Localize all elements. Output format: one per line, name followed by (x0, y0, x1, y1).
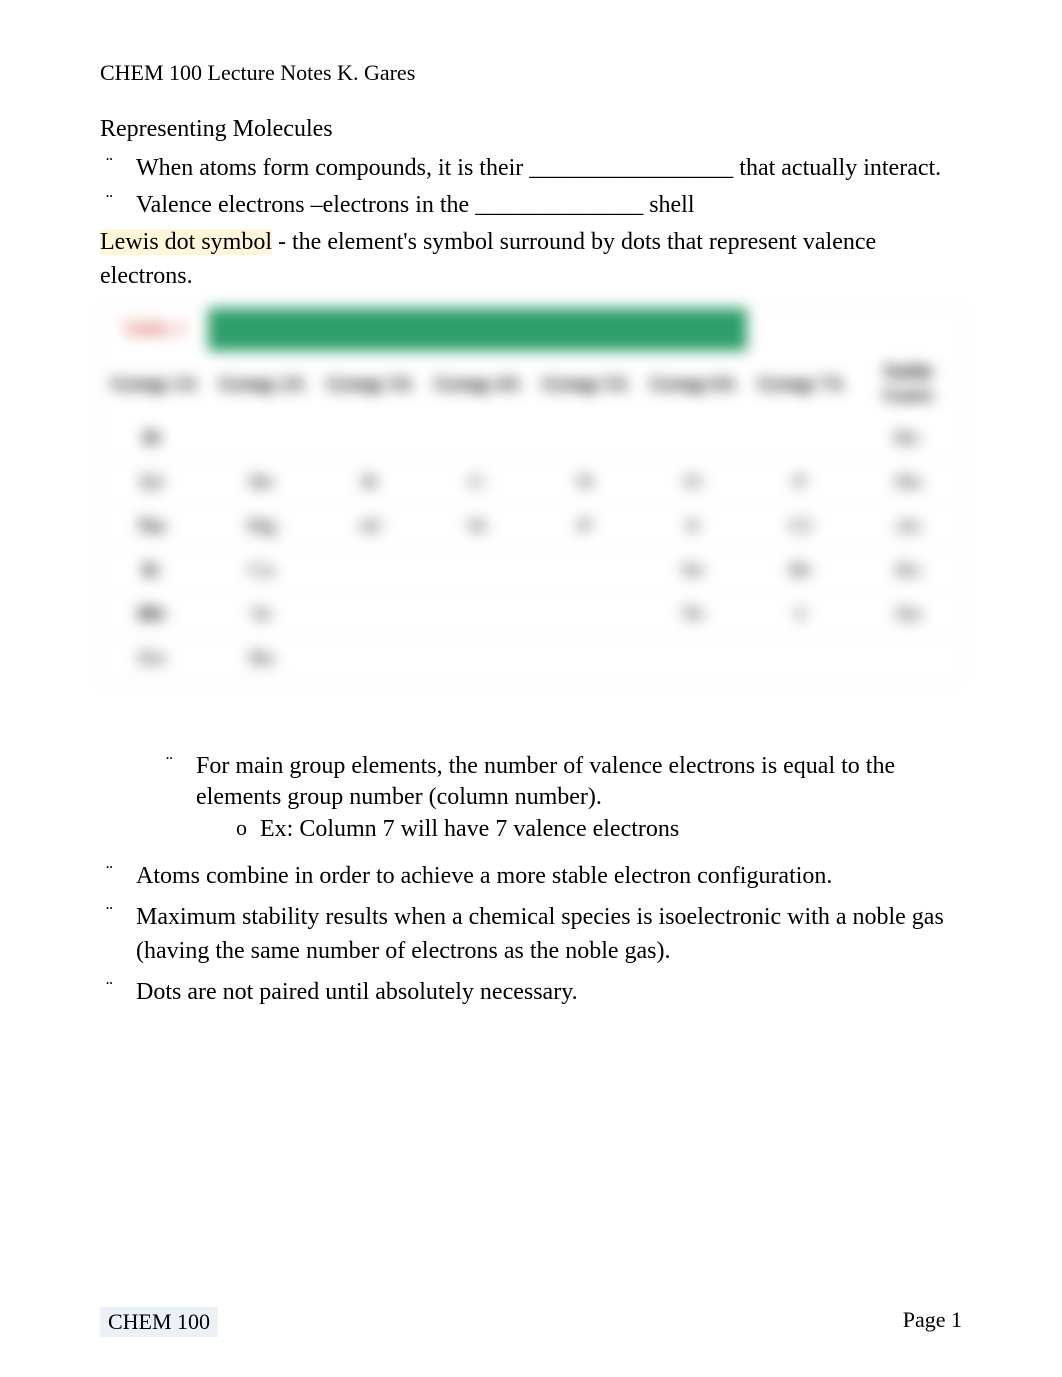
bullet-item: When atoms form compounds, it is their _… (100, 151, 962, 186)
highlighted-term: Lewis dot symbol (100, 229, 272, 255)
bullet-item: Atoms combine in order to achieve a more… (100, 859, 962, 894)
table-corner-label: Table 1 (100, 308, 208, 351)
table-cell: :Ar: (854, 505, 962, 549)
bullet-item: Valence electrons –electrons in the ____… (100, 188, 962, 223)
table-cell (316, 549, 424, 593)
table-cell: ·O· (639, 461, 747, 505)
top-bullet-list: When atoms form compounds, it is their _… (100, 151, 962, 223)
table-cell: He: (854, 417, 962, 461)
table-cell: Cs· (100, 637, 208, 681)
lewis-dot-table: Table 1 Group 1A Group 2A Group 3A Group… (100, 308, 962, 681)
table-cell: Rb· (100, 593, 208, 637)
table-cell (531, 417, 639, 461)
table-cell: ·Mg· (208, 505, 316, 549)
table-row: Cs· ·Ba· (100, 637, 962, 681)
table-cell: ·B· (316, 461, 424, 505)
table-cell (639, 637, 747, 681)
sub-list: Ex: Column 7 will have 7 valence electro… (196, 814, 962, 845)
table-header-row: Group 1A Group 2A Group 3A Group 4A Grou… (100, 351, 962, 417)
table-cell (423, 593, 531, 637)
table-cell: ·P· (531, 505, 639, 549)
table-cell: ·S· (639, 505, 747, 549)
table-cell: K· (100, 549, 208, 593)
table-row: Rb· ·Sr· ·Te· ·I· :Xe: (100, 593, 962, 637)
table-cell: ·Al· (316, 505, 424, 549)
table-cell: ·I· (747, 593, 855, 637)
table-cell: ·Br· (747, 549, 855, 593)
table-cell (531, 637, 639, 681)
table-cell (639, 417, 747, 461)
footer-page-number: Page 1 (903, 1307, 962, 1337)
table-cell (423, 637, 531, 681)
table-cell (747, 637, 855, 681)
table-cell (423, 417, 531, 461)
table-cell: ·Te· (639, 593, 747, 637)
table-cell (316, 417, 424, 461)
table-cell: Li· (100, 461, 208, 505)
bullet-item: For main group elements, the number of v… (160, 751, 962, 845)
table-cell (854, 637, 962, 681)
table-blank-head (854, 308, 962, 351)
column-header: Group 5A (531, 351, 639, 417)
table-cell: ·C· (423, 461, 531, 505)
column-header: Group 2A (208, 351, 316, 417)
table-cell: ·Sr· (208, 593, 316, 637)
table-row: Li· ·Be· ·B· ·C· ·N· ·O· ·F· :Ne: (100, 461, 962, 505)
table-cell: Na· (100, 505, 208, 549)
table-cell: H· (100, 417, 208, 461)
table-body: H· He: Li· ·Be· ·B· ·C· ·N· ·O· ·F· (100, 417, 962, 681)
page-header: CHEM 100 Lecture Notes K. Gares (100, 60, 962, 86)
sub-item: Ex: Column 7 will have 7 valence electro… (236, 814, 962, 845)
table-cell: ·F· (747, 461, 855, 505)
table-cell (423, 549, 531, 593)
column-header: Group 1A (100, 351, 208, 417)
column-header: Group 4A (423, 351, 531, 417)
document-page: CHEM 100 Lecture Notes K. Gares Represen… (0, 0, 1062, 1377)
table-cell: :Kr: (854, 549, 962, 593)
table-cell: ·Be· (208, 461, 316, 505)
table-blank-head (747, 308, 855, 351)
column-header: Noble Gases (854, 351, 962, 417)
table-green-band (208, 308, 747, 351)
indented-bullet-list: For main group elements, the number of v… (100, 751, 962, 845)
table-cell (531, 549, 639, 593)
bullet-item: Dots are not paired until absolutely nec… (100, 975, 962, 1010)
footer-course: CHEM 100 (100, 1307, 218, 1337)
table-cell (531, 593, 639, 637)
table-cell: ·N· (531, 461, 639, 505)
lewis-table-container: Table 1 Group 1A Group 2A Group 3A Group… (100, 308, 962, 681)
table-cell: ·Cl· (747, 505, 855, 549)
table-band-row: Table 1 (100, 308, 962, 351)
table-cell (316, 593, 424, 637)
column-header: Group 6A (639, 351, 747, 417)
table-cell: ·Si· (423, 505, 531, 549)
lower-bullet-list: Atoms combine in order to achieve a more… (100, 859, 962, 1010)
bullet-item: Maximum stability results when a chemica… (100, 900, 962, 970)
column-header: Group 7A (747, 351, 855, 417)
section-title: Representing Molecules (100, 116, 962, 143)
table-cell: ·Ca· (208, 549, 316, 593)
lewis-definition: Lewis dot symbol - the element's symbol … (100, 225, 962, 295)
table-cell (747, 417, 855, 461)
table-row: H· He: (100, 417, 962, 461)
table-cell (316, 637, 424, 681)
table-cell: ·Ba· (208, 637, 316, 681)
lower-section: For main group elements, the number of v… (100, 751, 962, 1010)
table-row: K· ·Ca· ·Se· ·Br· :Kr: (100, 549, 962, 593)
page-footer: CHEM 100 Page 1 (100, 1307, 962, 1337)
table-cell: ·Se· (639, 549, 747, 593)
bullet-text: For main group elements, the number of v… (196, 753, 895, 810)
table-cell: :Xe: (854, 593, 962, 637)
table-cell: :Ne: (854, 461, 962, 505)
table-row: Na· ·Mg· ·Al· ·Si· ·P· ·S· ·Cl· :Ar: (100, 505, 962, 549)
table-cell (208, 417, 316, 461)
column-header: Group 3A (316, 351, 424, 417)
